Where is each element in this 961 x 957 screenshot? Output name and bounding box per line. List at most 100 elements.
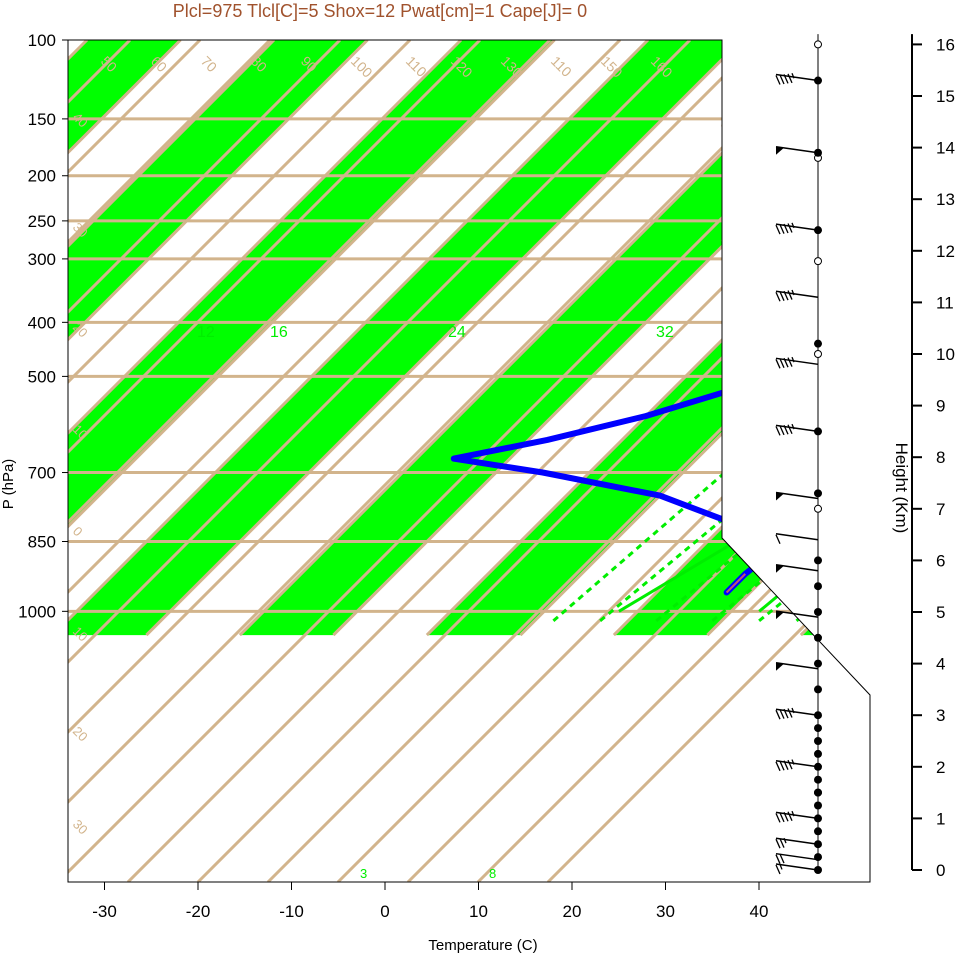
- height-tick-label-4: 4: [936, 655, 945, 674]
- height-tick-label-12: 12: [936, 242, 955, 261]
- pressure-tick-label-1000: 1000: [18, 602, 56, 621]
- mixing-ratio-label-3: 32: [656, 324, 674, 341]
- wind-barb-1: [775, 146, 819, 155]
- wind-barb-2: [775, 222, 819, 235]
- height-tick-label-3: 3: [936, 706, 945, 725]
- wind-barb-4: [775, 356, 819, 369]
- pressure-axis-label: P (hPa): [0, 459, 17, 510]
- height-axis-label: Height (Km): [892, 443, 911, 534]
- pressure-axis: 100 150 200 250 300 400 500 700 850 1000: [18, 31, 68, 621]
- height-dot-10: [814, 737, 822, 745]
- height-tick-label-8: 8: [936, 448, 945, 467]
- height-dot-17: [814, 582, 822, 591]
- pressure-tick-label-500: 500: [28, 367, 56, 386]
- isotherm-line-6: [68, 40, 276, 637]
- dry-adiabat-14: [68, 40, 622, 882]
- height-dot-7: [814, 775, 822, 784]
- isotherm-band-9: [800, 40, 870, 636]
- dry-adiabat-17: [68, 40, 832, 882]
- dry-adiabat-20: [196, 40, 870, 882]
- height-dot-3: [814, 827, 822, 836]
- dry-adiabat-15: [68, 40, 692, 882]
- dry-adiabat-10: [68, 40, 342, 882]
- temperature-tick-label-3: 0: [380, 902, 389, 921]
- mixing-ratio-line-8: [909, 406, 961, 620]
- dry-adiabat-25: [546, 40, 870, 882]
- wind-barb-14: [775, 837, 819, 849]
- height-tick-label-14: 14: [936, 139, 955, 158]
- isotherm-line-17: [706, 40, 870, 637]
- mixing-ratio-line-4: [758, 385, 870, 622]
- wind-barb-15: [775, 852, 819, 864]
- isotherm-line-19: [894, 40, 961, 635]
- isotherm-band-4: [68, 40, 555, 636]
- height-open-dot-3: [814, 257, 822, 266]
- mixing-ratio-label-0: 12: [197, 324, 215, 341]
- temperature-axis-label: Temperature (C): [428, 937, 537, 954]
- wind-barb-13: [775, 810, 819, 823]
- height-tick-label-13: 13: [936, 190, 955, 209]
- height-dot-11: [814, 724, 822, 733]
- height-tick-label-11: 11: [936, 293, 954, 312]
- isotherm-band-5: [68, 40, 742, 636]
- wind-barb-10: [775, 662, 819, 671]
- wind-barb-9: [775, 610, 819, 620]
- isotherm-line-5: [68, 40, 182, 637]
- wind-barb-3: [775, 289, 819, 302]
- dry-adiabat-21: [266, 40, 870, 882]
- height-dot-5: [814, 801, 822, 810]
- wind-barb-12: [775, 759, 819, 772]
- sounding-profiles: [450, 55, 870, 596]
- temperature-tick-label-1: -20: [186, 902, 211, 921]
- height-tick-label-16: 16: [936, 35, 955, 54]
- dry-adiabat-12: [68, 40, 482, 882]
- isotherm-top-label-9: 110: [548, 53, 575, 80]
- isotherm-right-label-3: 0: [717, 452, 738, 473]
- height-open-dot-2: [814, 350, 822, 358]
- pressure-tick-label-700: 700: [28, 464, 56, 483]
- pressure-tick-label-250: 250: [28, 212, 56, 231]
- wind-barb-0: [775, 73, 819, 85]
- mixing-ratio-label-2: 24: [448, 324, 466, 341]
- temperature-axis: -30 -20 -10 0 10 20 30 40: [92, 882, 768, 921]
- height-dot-16: [814, 608, 822, 616]
- isotherm-band-3: [68, 40, 368, 636]
- wind-barb-5: [775, 423, 819, 436]
- wind-barb-6: [775, 491, 819, 501]
- isotherm-line-18: [799, 40, 870, 637]
- plot-frame: [67, 39, 871, 883]
- height-dot-14: [814, 659, 822, 668]
- pressure-tick-label-200: 200: [28, 167, 56, 186]
- isotherm-right-label-5: 20: [789, 580, 817, 608]
- isotherm-line-16: [612, 40, 870, 637]
- chart-title: Plcl=975 Tlcl[C]=5 Shox=12 Pwat[cm]=1 Ca…: [173, 1, 587, 21]
- isotherm-line-9: [68, 40, 556, 637]
- isotherm-left-label-7: 30: [70, 817, 91, 838]
- temperature-tick-label-5: 20: [563, 902, 582, 921]
- temperature-profile: [779, 55, 870, 540]
- mixing-ratio-bottom-label-1: 8: [489, 866, 496, 881]
- dry-adiabat-24: [476, 40, 870, 882]
- isotherm-line-8: [68, 40, 463, 637]
- mixing-ratio-line-7: [871, 401, 961, 620]
- dry-adiabat-16: [68, 40, 762, 882]
- pressure-tick-label-400: 400: [28, 313, 56, 332]
- pressure-tick-label-150: 150: [28, 110, 56, 129]
- height-dot-6: [814, 788, 822, 797]
- height-dot-18: [814, 556, 822, 565]
- wind-column: [775, 34, 822, 875]
- isotherm-right-label-6: 30: [837, 635, 865, 663]
- isotherm-top-label-2: 70: [198, 53, 220, 75]
- isotherm-left-label-4: 0: [70, 524, 86, 540]
- mixing-ratio-bottom-label-0: 3: [360, 866, 367, 881]
- temperature-tick-label-6: 30: [656, 902, 675, 921]
- height-tick-label-15: 15: [936, 87, 955, 106]
- height-dot-15: [814, 633, 822, 642]
- height-open-dot-5: [814, 40, 822, 49]
- dry-adiabat-13: [68, 40, 552, 882]
- height-tick-label-7: 7: [936, 500, 945, 519]
- height-dot-21: [814, 339, 822, 348]
- surface-parcel-marker: [725, 573, 746, 594]
